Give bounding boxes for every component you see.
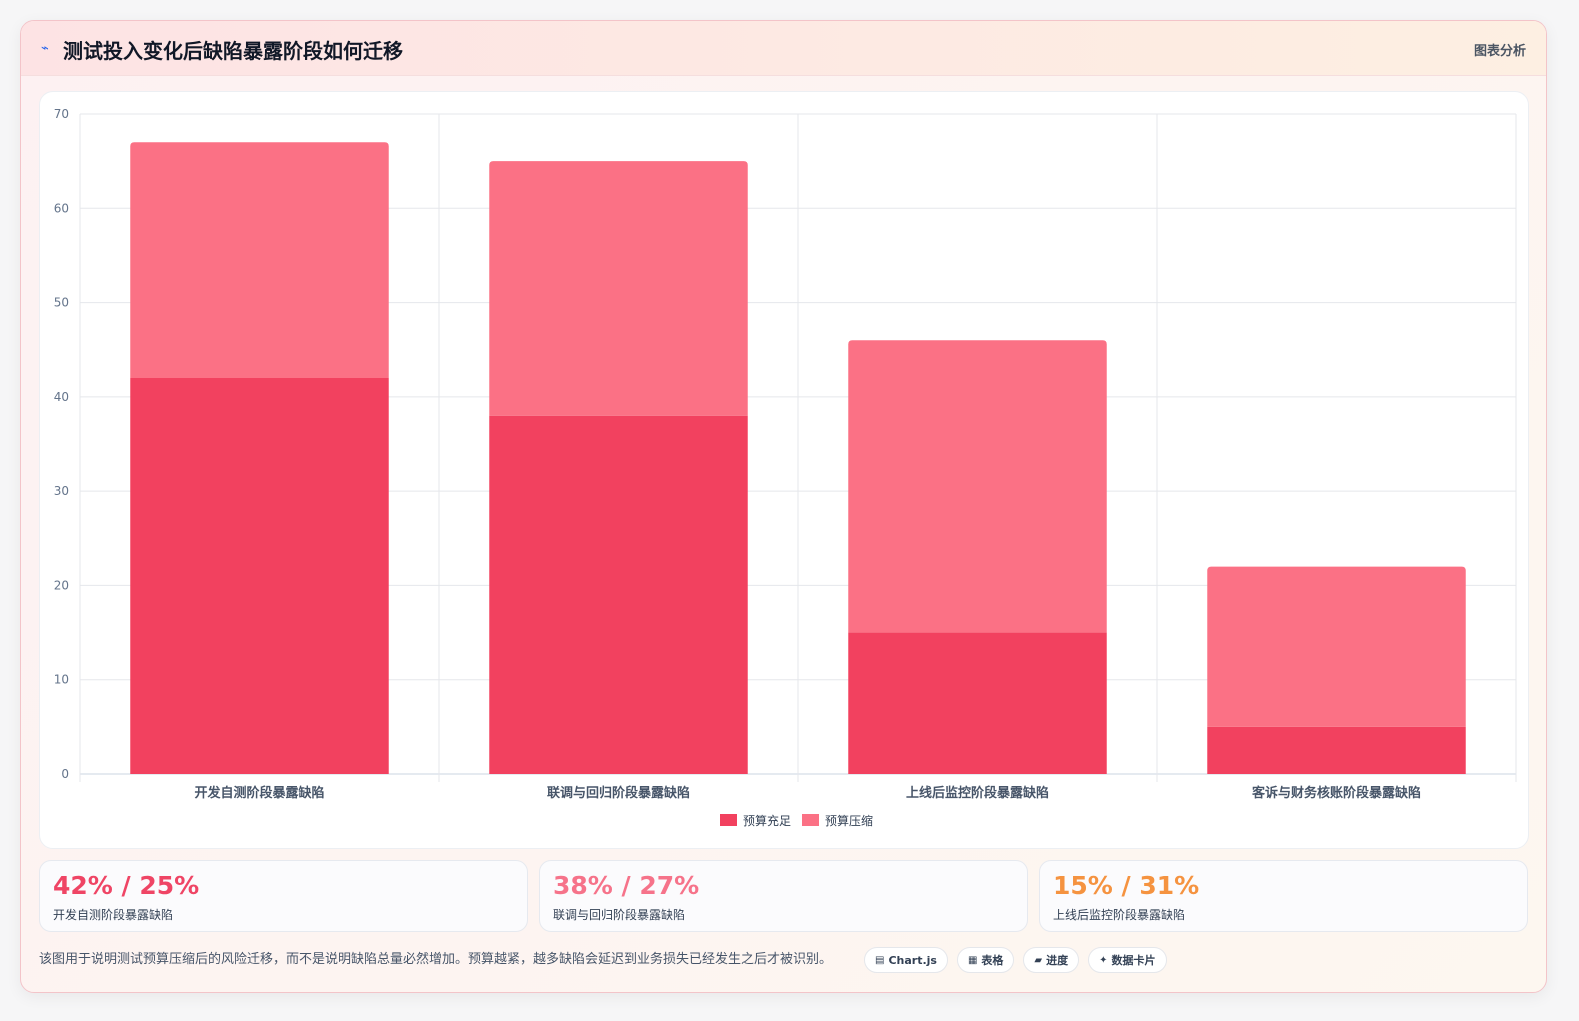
y-tick-label: 10: [54, 673, 69, 687]
y-tick-label: 50: [54, 296, 69, 310]
chip-chartjs[interactable]: ▤ Chart.js: [864, 947, 948, 973]
y-tick-label: 70: [54, 107, 69, 121]
chip-data-card[interactable]: ✦ 数据卡片: [1088, 947, 1167, 973]
chip-label: 数据卡片: [1111, 954, 1156, 967]
x-tick-label: 客诉与财务核账阶段暴露缺陷: [1252, 785, 1421, 801]
feature-chips: ▤ Chart.js ▦ 表格 ▰ 进度 ✦ 数据卡片: [864, 947, 1167, 973]
bar-segment: [489, 415, 748, 774]
chart-footnote: 该图用于说明测试预算压缩后的风险迁移，而不是说明缺陷总量必然增加。预算越紧，越多…: [39, 952, 833, 967]
progress-icon: ▰: [1034, 954, 1043, 966]
chart-icon: ▤: [875, 954, 885, 966]
bar-segment: [1207, 726, 1466, 774]
x-tick-label: 上线后监控阶段暴露缺陷: [906, 785, 1049, 801]
chart-analysis-tag: 图表分析: [1473, 44, 1526, 59]
stacked-bar-chart: 0 10 20 30 40 50 60 70 开发自测阶段暴露缺陷 联调与回归阶段暴露缺陷 上线后监…: [54, 107, 1517, 828]
chip-label: 表格: [981, 954, 1004, 967]
x-tick-label: 开发自测阶段暴露缺陷: [194, 785, 324, 801]
legend-swatch: [802, 814, 819, 826]
stat-label: 开发自测阶段暴露缺陷: [53, 908, 174, 922]
chip-progress[interactable]: ▰ 进度: [1023, 947, 1080, 973]
stat-value: 38% / 27%: [553, 871, 700, 900]
stat-card-production: 15% / 31% 上线后监控阶段暴露缺陷: [1039, 860, 1528, 932]
chart-card: ⌁ 测试投入变化后缺陷暴露阶段如何迁移 图表分析 0 10 20 30 40 50 60 70…: [20, 20, 1547, 993]
trend-icon: ⌁: [41, 41, 49, 56]
bar-segment: [1207, 566, 1466, 727]
chip-label: Chart.js: [888, 953, 937, 967]
y-tick-label: 0: [61, 767, 69, 781]
stat-value: 15% / 31%: [1053, 871, 1200, 900]
bar-segment: [130, 142, 389, 378]
table-icon: ▦: [967, 954, 978, 966]
chart-title: 测试投入变化后缺陷暴露阶段如何迁移: [63, 39, 403, 63]
bar-segment: [130, 378, 389, 774]
stat-card-dev: 42% / 25% 开发自测阶段暴露缺陷: [39, 860, 528, 932]
bar-segment: [489, 161, 748, 416]
bar-segment: [848, 340, 1107, 633]
legend-label: 预算充足: [743, 813, 791, 828]
x-tick-label: 联调与回归阶段暴露缺陷: [547, 785, 690, 801]
chart-panel: 0 10 20 30 40 50 60 70 开发自测阶段暴露缺陷 联调与回归阶段暴露缺陷 上线后监…: [39, 91, 1529, 849]
y-tick-label: 30: [54, 484, 69, 498]
legend-label: 预算压缩: [825, 813, 873, 828]
y-tick-label: 60: [54, 201, 69, 215]
y-tick-label: 20: [54, 578, 69, 592]
stat-label: 上线后监控阶段暴露缺陷: [1053, 908, 1186, 922]
sparkle-icon: ✦: [1099, 954, 1108, 966]
y-tick-label: 40: [54, 390, 69, 404]
card-header: ⌁ 测试投入变化后缺陷暴露阶段如何迁移 图表分析: [21, 21, 1546, 76]
bar-segment: [848, 632, 1107, 774]
chip-table[interactable]: ▦ 表格: [956, 947, 1015, 973]
stat-value: 42% / 25%: [53, 871, 200, 900]
chip-label: 进度: [1046, 954, 1069, 967]
stat-card-integration: 38% / 27% 联调与回归阶段暴露缺陷: [539, 860, 1028, 932]
stat-label: 联调与回归阶段暴露缺陷: [553, 908, 686, 922]
legend-swatch: [720, 814, 737, 826]
